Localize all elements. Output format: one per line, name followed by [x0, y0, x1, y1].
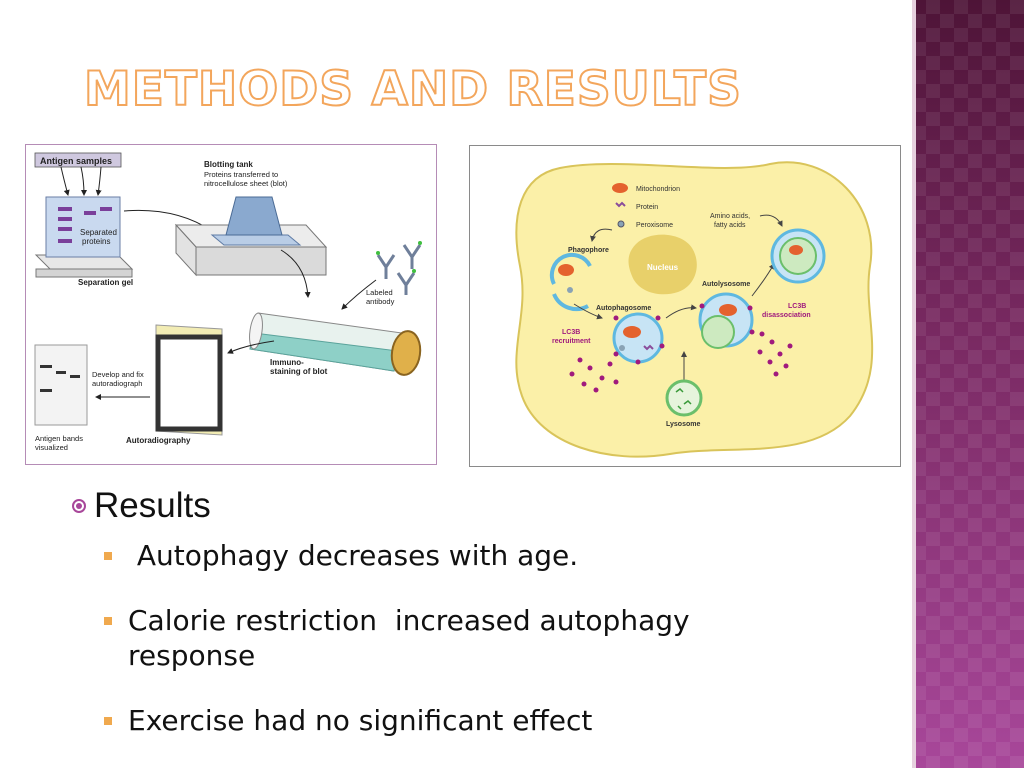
- lc3b-recruitment-label-2: recruitment: [552, 338, 591, 345]
- circle-bullet-icon: [72, 499, 86, 513]
- nucleus: [628, 234, 697, 295]
- autophagosome-label: Autophagosome: [596, 305, 651, 312]
- autoradiography-label: Autoradiography: [126, 436, 191, 445]
- list-item: Autophagy decreases with age.: [104, 538, 804, 573]
- results-section: Results: [72, 486, 892, 526]
- result-point-1: Autophagy decreases with age.: [128, 539, 579, 572]
- lc3b-dots-right: [757, 331, 793, 377]
- result-point-2: Calorie restriction increased autophagy …: [128, 604, 699, 672]
- nucleus-label: Nucleus: [647, 263, 679, 272]
- lc3b-dots-left: [569, 357, 619, 393]
- antigen-samples-box: [34, 152, 122, 168]
- list-item: Calorie restriction increased autophagy …: [104, 603, 804, 673]
- amino-label-1: Amino acids,: [710, 213, 750, 220]
- slide-title: Methods and Results: [83, 61, 742, 118]
- protein-label: Protein: [636, 204, 658, 211]
- square-bullet-icon: [104, 552, 112, 560]
- separation-gel-label: Separation gel: [78, 278, 133, 287]
- results-list: Autophagy decreases with age. Calorie re…: [104, 538, 804, 768]
- labeled-label: Labeled: [366, 288, 393, 297]
- peroxisome-icon: [617, 220, 625, 228]
- protein-icon: [615, 201, 626, 208]
- lc3b-disassociation-label-2: disassociation: [762, 312, 811, 319]
- result-point-3: Exercise had no significant effect: [128, 704, 593, 737]
- square-bullet-icon: [104, 717, 112, 725]
- antibody-icon: [376, 244, 422, 295]
- mitochondrion-icon: [612, 183, 628, 193]
- phagophore-label: Phagophore: [568, 247, 609, 254]
- antigen-bands-sheet: [34, 344, 88, 426]
- immuno-label-2: staining of blot: [270, 367, 328, 376]
- autophagosome: [612, 312, 664, 364]
- blotting-tank-label: Blotting tank: [204, 160, 253, 169]
- separated-label: Separated: [80, 228, 117, 237]
- bands-label-2: visualized: [35, 443, 68, 452]
- blot-desc-line2: nitrocellulose sheet (blot): [204, 179, 288, 188]
- separation-gel: [45, 196, 121, 258]
- develop-label-1: Develop and fix: [92, 370, 144, 379]
- amino-label-2: fatty acids: [714, 222, 746, 229]
- autophagy-figure: Nucleus Mitochondrion Protein Peroxisome…: [469, 145, 901, 467]
- bands-label-1: Antigen bands: [35, 434, 83, 443]
- proteins-label: proteins: [82, 237, 110, 246]
- phagophore-membrane: [549, 252, 592, 285]
- results-bullet: Results: [72, 486, 892, 526]
- immuno-label-1: Immuno-: [270, 358, 304, 367]
- results-heading: Results: [94, 486, 211, 525]
- peroxisome-label: Peroxisome: [636, 222, 673, 229]
- staining-tube: [249, 312, 422, 376]
- develop-label-2: autoradiograph: [92, 379, 142, 388]
- antibody-label: antibody: [366, 297, 395, 306]
- decorative-side-band: [912, 0, 1024, 768]
- lysosome-label: Lysosome: [666, 421, 700, 428]
- lc3b-recruitment-label-1: LC3B: [562, 329, 580, 336]
- lysosome: [665, 379, 703, 417]
- antigen-samples-label: Antigen samples: [40, 156, 112, 166]
- blot-desc-line1: Proteins transferred to: [204, 170, 278, 179]
- autolysosome-label: Autolysosome: [702, 281, 750, 288]
- square-bullet-icon: [104, 617, 112, 625]
- western-blot-figure: Antigen samples Separated proteins Separ…: [25, 144, 437, 465]
- list-item: Exercise had no significant effect: [104, 703, 804, 738]
- mitochondrion-label: Mitochondrion: [636, 186, 680, 193]
- lc3b-disassociation-label-1: LC3B: [788, 303, 806, 310]
